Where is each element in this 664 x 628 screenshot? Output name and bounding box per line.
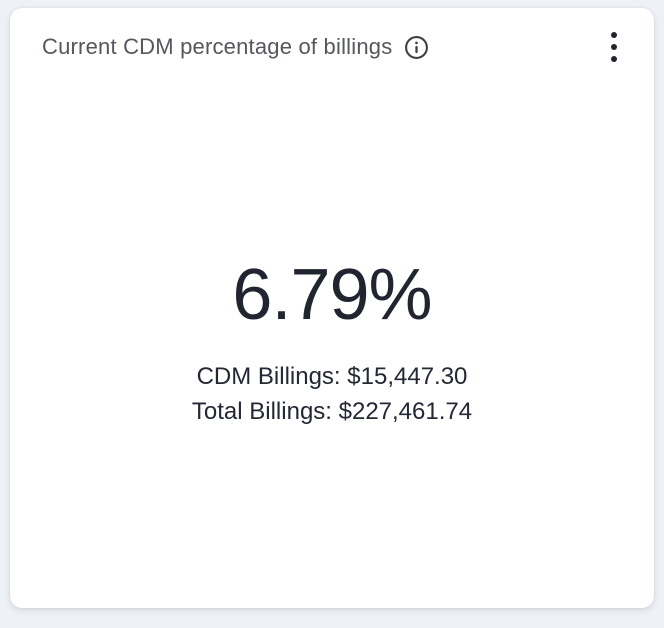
card-header: Current CDM percentage of billings [10,8,654,66]
kebab-dot [611,32,617,38]
cdm-billings-line: CDM Billings: $15,447.30 [192,359,472,394]
total-billings-value: $227,461.74 [338,398,473,425]
kebab-menu-icon[interactable] [600,28,628,66]
card-body: 6.79% CDM Billings: $15,447.30 Total Bil… [10,66,654,608]
kebab-dot [611,56,617,62]
info-icon[interactable] [404,35,429,60]
total-billings-label: Total Billings: [191,398,332,425]
total-billings-line: Total Billings: $227,461.74 [192,394,472,429]
billing-summary: CDM Billings: $15,447.30 Total Billings:… [192,359,472,429]
kebab-dot [611,44,617,50]
percentage-value: 6.79% [232,255,432,335]
cdm-percentage-card: Current CDM percentage of billings 6.79%… [10,8,654,608]
card-title: Current CDM percentage of billings [42,34,393,59]
cdm-billings-value: $15,447.30 [347,363,468,390]
cdm-billings-label: CDM Billings: [196,363,341,390]
